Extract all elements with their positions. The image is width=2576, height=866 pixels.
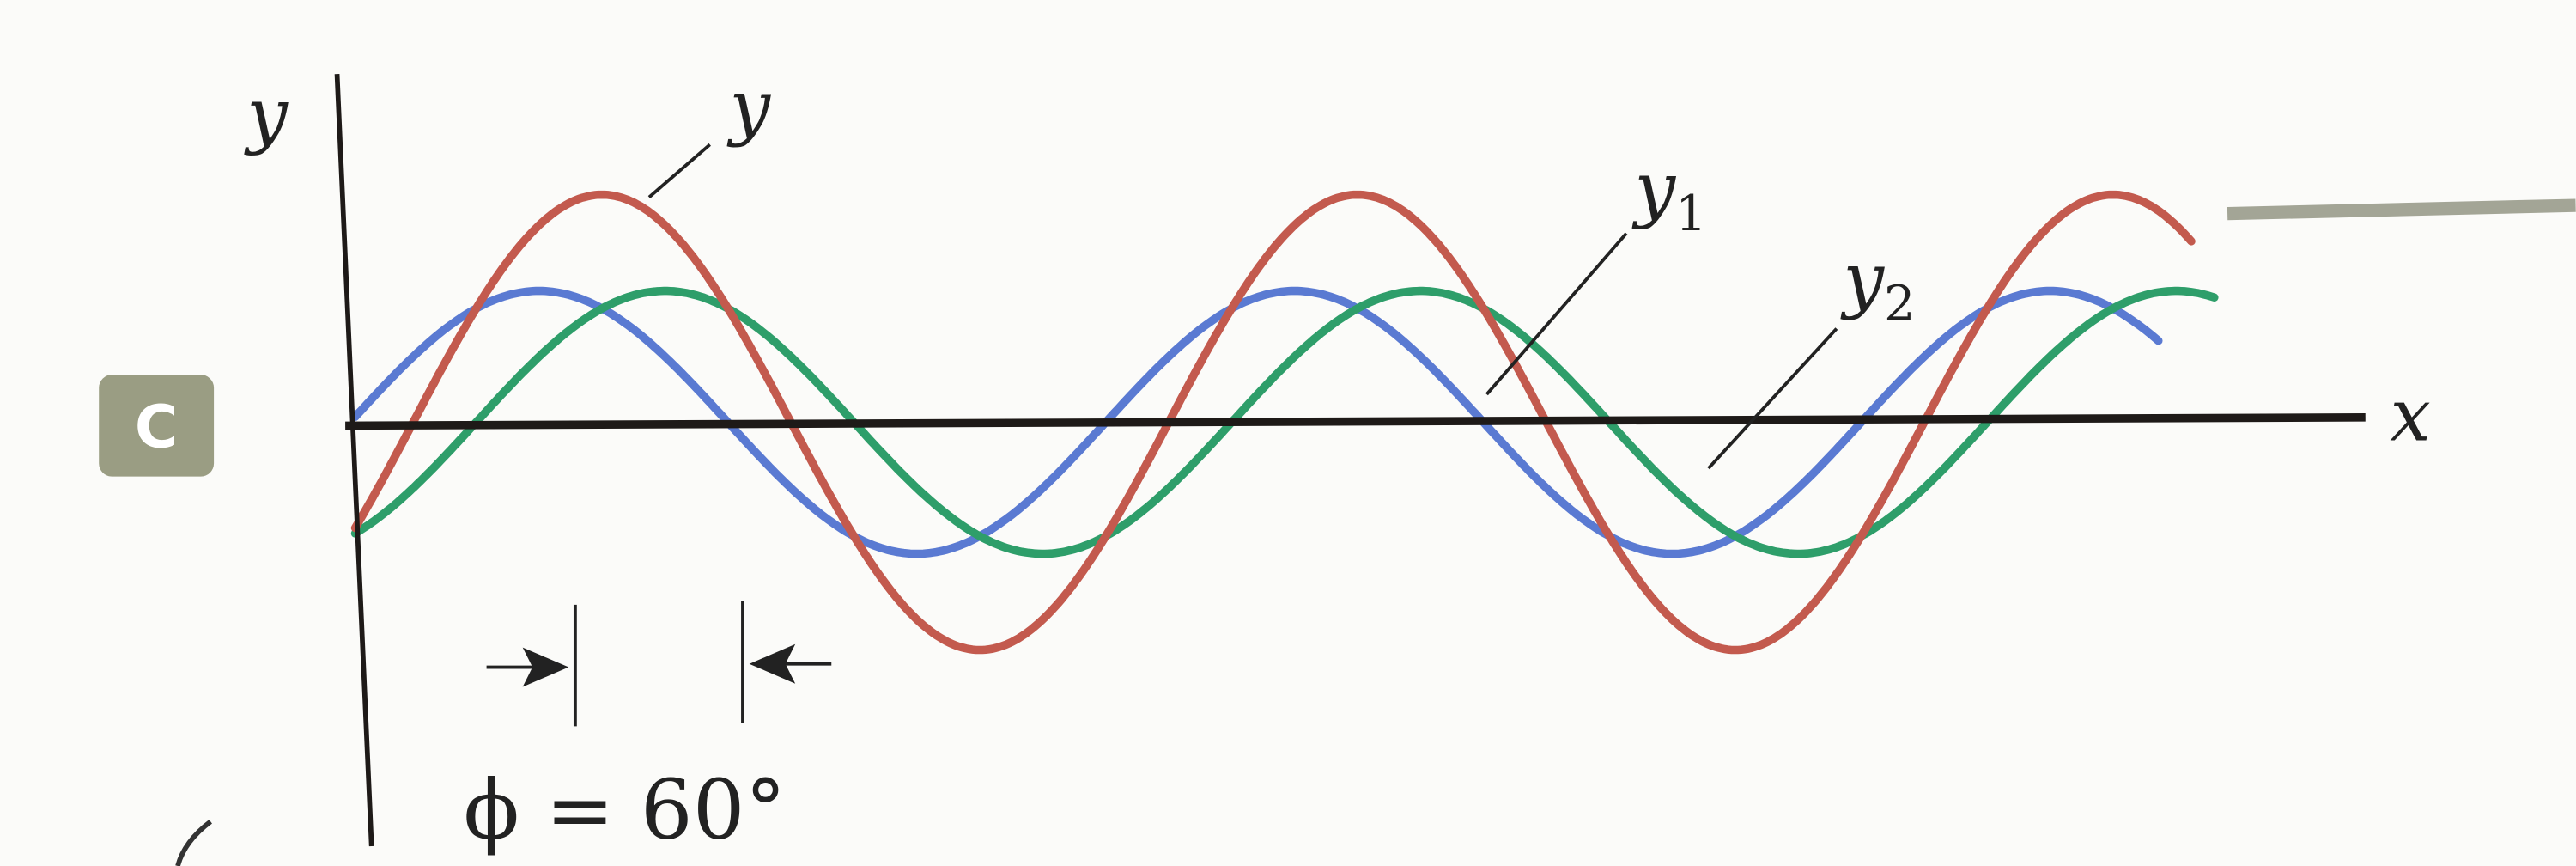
leader-line-y1 — [1485, 232, 1628, 396]
waves — [350, 190, 2219, 655]
phase-label: ϕ = 60° — [464, 761, 787, 857]
panel-badge-label: C — [135, 393, 179, 461]
decorative-curve — [175, 820, 212, 866]
wave-y — [350, 190, 2196, 655]
leader-line-y2 — [1707, 327, 1838, 470]
phase-marker — [486, 601, 832, 727]
wave-y2 — [350, 286, 2219, 558]
leader-line-y — [647, 143, 711, 198]
x-axis — [345, 413, 2366, 430]
label-y: y — [726, 64, 772, 149]
panel-badge: C — [99, 375, 215, 477]
y-axis — [334, 73, 374, 847]
label-y1: y1 — [1631, 147, 1707, 242]
x-axis-label: x — [2390, 374, 2430, 458]
y-axis-label: y — [243, 73, 289, 157]
label-y2: y2 — [1839, 237, 1915, 332]
wave-y1 — [350, 286, 2163, 558]
decorative-rule — [2227, 198, 2576, 221]
